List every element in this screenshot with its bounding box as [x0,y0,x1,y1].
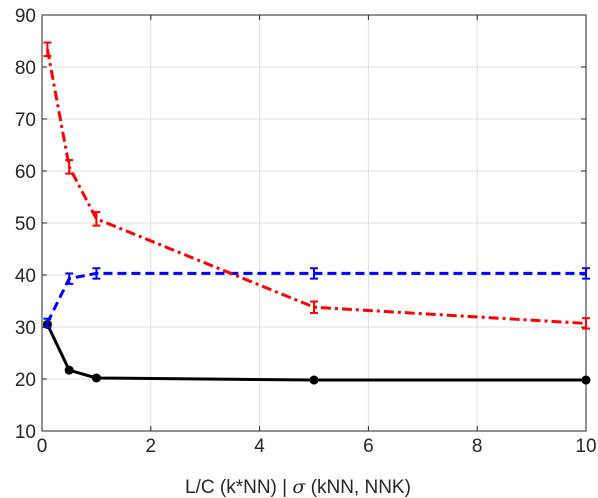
x-axis-label-part-2: (kNN, NNK) [305,477,411,498]
series-2-point-4 [582,317,590,330]
x-axis-label-sigma: σ [292,476,306,498]
y-tick-label-3: 40 [15,266,36,287]
series-2-point-3 [310,300,318,314]
series-2-point-0 [43,41,52,58]
series-1-point-2 [92,267,101,280]
y-tick-label-5: 60 [15,162,36,183]
series-2-point-2 [92,211,101,227]
axis-ticks: 0 2 4 6 8 10 10 20 30 40 50 60 70 80 90 [15,6,597,457]
series-0-marker-4 [581,375,591,385]
x-tick-label-4: 8 [472,436,483,457]
series-1-point-0 [43,317,52,328]
x-axis-label-part-1: L/C (k*NN) | [185,477,292,498]
series-group [42,41,591,385]
y-tick-label-7: 80 [15,58,36,79]
series-0-marker-1 [64,365,74,375]
y-tick-label-1: 20 [15,370,36,391]
y-tick-label-0: 10 [15,422,36,443]
series-2 [43,41,590,330]
y-tick-label-6: 70 [15,110,36,131]
y-tick-label-4: 50 [15,214,36,235]
x-tick-label-3: 6 [363,436,374,457]
series-2-line [45,49,587,325]
series-0-point-2 [91,373,101,383]
series-0-point-4 [581,375,591,385]
x-axis-label: L/C (k*NN) | σ (kNN, NNK) [185,476,411,498]
x-tick-label-1: 2 [146,436,157,457]
series-1-point-4 [582,267,590,280]
series-0-marker-3 [309,375,319,385]
series-0-marker-2 [91,373,101,383]
series-1-point-1 [65,272,74,285]
series-2-point-1 [65,159,74,175]
x-tick-label-2: 4 [254,436,265,457]
x-tick-label-5: 10 [575,436,596,457]
y-tick-label-2: 30 [15,318,36,339]
series-0-point-1 [64,365,74,375]
series-1 [43,267,590,328]
series-0-point-3 [309,375,319,385]
y-tick-label-8: 90 [15,6,36,27]
x-tick-label-0: 0 [37,436,48,457]
series-1-point-3 [310,267,318,280]
